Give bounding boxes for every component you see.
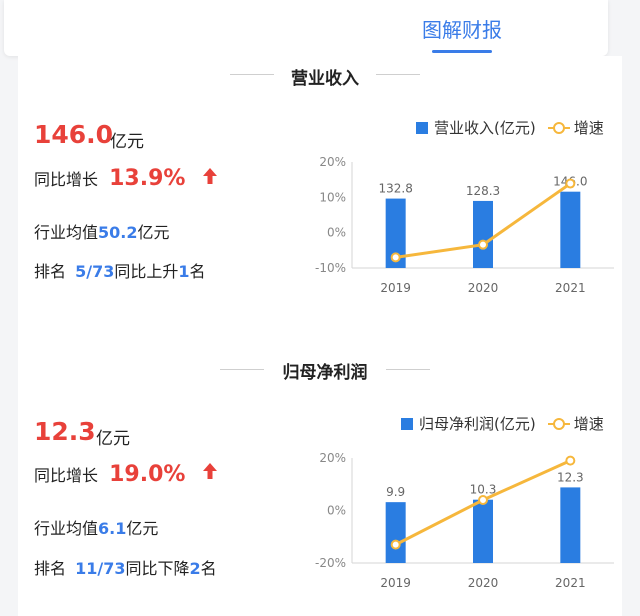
net-profit-chart: 20% 0% -20% 9.9 2019 10.3 2020 12.3 2021 [315, 451, 614, 590]
growth-point [390, 539, 401, 550]
growth-label: 同比增长 [34, 170, 99, 189]
title-divider-left [220, 369, 264, 370]
rank-change-value: 2 [189, 559, 201, 578]
average-value: 6.1 [98, 519, 127, 538]
bar [385, 502, 406, 563]
metric-value: 12.3 [34, 417, 96, 446]
rank-label: 排名 [34, 262, 67, 281]
y-tick-label: -10% [315, 261, 346, 275]
up-arrow-icon [203, 168, 217, 184]
title-divider-right [386, 369, 430, 370]
legend-bar-swatch [401, 418, 413, 430]
bar-data-label: 9.9 [386, 485, 405, 499]
title-divider-left [230, 74, 274, 75]
legend-line-label: 增速 [573, 119, 604, 137]
bar-data-label: 128.3 [466, 184, 500, 198]
bar-data-label: 10.3 [470, 483, 497, 497]
metric-value: 146.0 [34, 120, 114, 149]
bar-data-label: 132.8 [378, 182, 412, 196]
y-tick-label: 10% [319, 190, 346, 204]
average-value: 50.2 [98, 223, 138, 242]
bar [473, 499, 493, 563]
y-tick-label: -20% [315, 556, 346, 570]
growth-row: 同比增长 19.0% [34, 462, 185, 487]
average-label: 行业均值 [34, 519, 99, 538]
x-tick-label: 2020 [468, 576, 499, 590]
legend-bar-swatch [416, 122, 428, 134]
legend-bar-label: 营业收入(亿元) [434, 119, 536, 137]
growth-value: 19.0% [109, 462, 186, 487]
growth-row: 同比增长 13.9% [34, 166, 185, 191]
tab-active-indicator [432, 50, 492, 53]
legend-line-label: 增速 [573, 415, 604, 433]
x-tick-label: 2021 [555, 281, 586, 295]
growth-point [390, 252, 401, 263]
x-tick-label: 2019 [380, 281, 411, 295]
metric-unit: 亿元 [110, 132, 144, 152]
x-tick-label: 2019 [380, 576, 411, 590]
section-title: 归母净利润 [282, 363, 368, 383]
average-unit: 亿元 [126, 519, 159, 538]
growth-value: 13.9% [109, 166, 186, 191]
growth-point [565, 178, 576, 189]
industry-average-row: 行业均值6.1亿元 [34, 515, 158, 539]
growth-label: 同比增长 [34, 466, 99, 485]
growth-point [478, 495, 488, 505]
metric-unit: 亿元 [96, 429, 130, 449]
average-label: 行业均值 [34, 223, 99, 242]
x-tick-label: 2021 [555, 576, 586, 590]
x-tick-label: 2020 [468, 281, 499, 295]
bar [473, 200, 493, 268]
rank-change-label: 同比上升 [114, 262, 179, 281]
bar [560, 191, 581, 268]
title-divider-right [376, 74, 420, 75]
rank-value: 11/73 [75, 559, 126, 578]
chart-legend: 营业收入(亿元) 增速 [416, 117, 604, 138]
legend-line-swatch [547, 122, 570, 134]
section-title: 营业收入 [291, 69, 359, 89]
bar [385, 198, 406, 268]
rank-change-unit: 名 [189, 262, 206, 281]
up-arrow-icon [203, 463, 217, 479]
rank-row: 排名 11/73同比下降2名 [34, 555, 217, 579]
legend-bar-label: 归母净利润(亿元) [419, 415, 536, 433]
bar-data-label: 12.3 [557, 470, 584, 484]
growth-point [565, 455, 576, 466]
chart-legend: 归母净利润(亿元) 增速 [401, 413, 604, 434]
tab-financial-report[interactable]: 图解财报 [422, 18, 502, 42]
growth-point [478, 239, 488, 250]
bar [560, 487, 581, 563]
rank-value: 5/73 [75, 262, 115, 281]
y-tick-label: 20% [319, 451, 346, 465]
rank-label: 排名 [34, 559, 67, 578]
legend-line-swatch [547, 418, 570, 430]
header-card: 图解财报 [4, 0, 608, 56]
average-unit: 亿元 [137, 223, 170, 242]
y-tick-label: 20% [319, 155, 346, 169]
rank-change-label: 同比下降 [125, 559, 190, 578]
rank-change-unit: 名 [200, 559, 217, 578]
industry-average-row: 行业均值50.2亿元 [34, 219, 170, 243]
report-panel [18, 56, 622, 616]
y-tick-label: 0% [327, 504, 346, 518]
rank-change-value: 1 [178, 262, 190, 281]
rank-row: 排名 5/73同比上升1名 [34, 258, 206, 282]
y-tick-label: 0% [327, 226, 346, 240]
